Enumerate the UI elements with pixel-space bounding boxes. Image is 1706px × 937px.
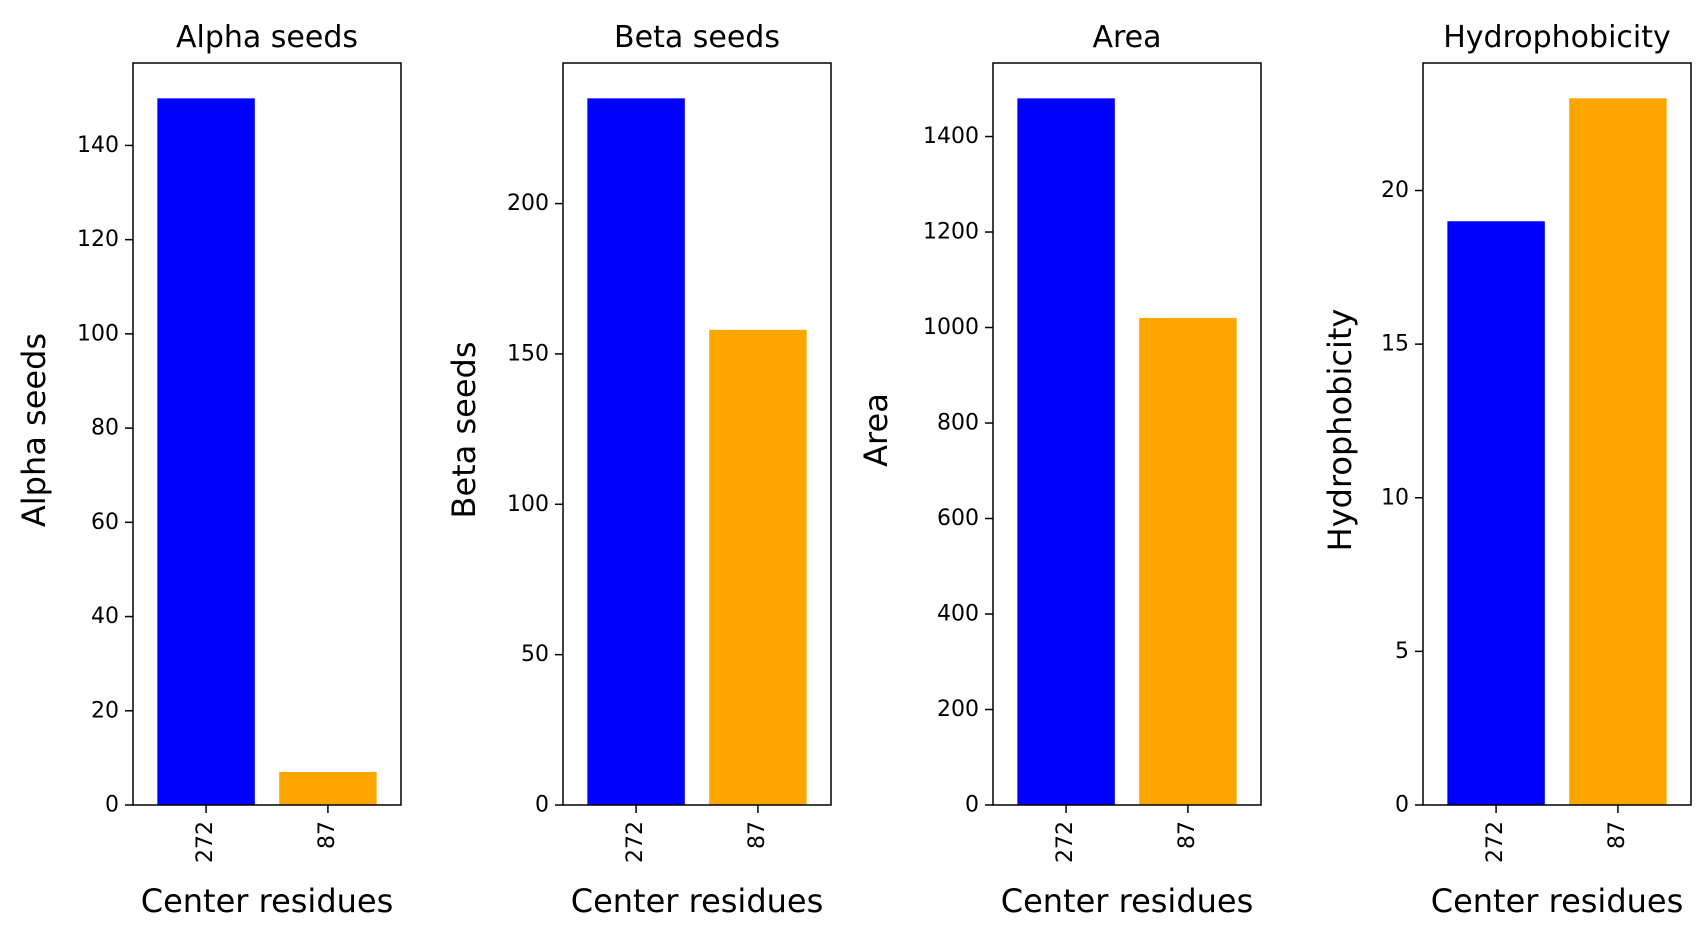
y-axis-label: Area bbox=[857, 393, 895, 467]
y-tick-label: 15 bbox=[1381, 332, 1409, 357]
y-tick-label: 50 bbox=[521, 642, 549, 667]
x-tick-label: 87 bbox=[1605, 821, 1630, 849]
bar-272 bbox=[1447, 221, 1545, 806]
bar-87 bbox=[279, 772, 377, 805]
y-tick-label: 80 bbox=[91, 416, 119, 441]
y-tick-label: 100 bbox=[507, 492, 549, 517]
y-tick-label: 40 bbox=[91, 604, 119, 629]
subplot-1: 272 87 0 20 40 60 80 100 120 140 Alpha seeds Center… bbox=[15, 20, 402, 920]
y-tick-label: 1000 bbox=[923, 315, 979, 340]
y-tick-label: 800 bbox=[937, 411, 979, 436]
y-axis-label: Beta seeds bbox=[445, 342, 483, 519]
x-axis-label: Center residues bbox=[1001, 882, 1254, 920]
x-tick-label: 87 bbox=[315, 821, 340, 849]
axes-frame bbox=[992, 62, 1262, 806]
y-tick-label: 1200 bbox=[923, 220, 979, 245]
y-tick-label: 1400 bbox=[923, 124, 979, 149]
chart-title: Beta seeds bbox=[614, 20, 780, 55]
x-axis-label: Center residues bbox=[141, 882, 394, 920]
y-axis-label: Alpha seeds bbox=[15, 333, 53, 527]
y-tick-label: 0 bbox=[535, 793, 549, 818]
bar-87 bbox=[1569, 98, 1667, 806]
y-tick-label: 5 bbox=[1395, 639, 1409, 664]
axes-frame bbox=[562, 62, 832, 806]
y-tick-label: 140 bbox=[77, 133, 119, 158]
bar-272 bbox=[157, 98, 255, 806]
subplot-3: 272 87 0 200 400 600 800 1000 1200 1400 Area Center… bbox=[857, 20, 1262, 920]
y-tick-label: 0 bbox=[965, 793, 979, 818]
x-tick-label: 87 bbox=[1175, 821, 1200, 849]
x-tick-label: 272 bbox=[1053, 821, 1078, 863]
bar-272 bbox=[1017, 98, 1115, 806]
y-tick-label: 200 bbox=[937, 697, 979, 722]
y-tick-label: 400 bbox=[937, 602, 979, 627]
y-tick-label: 10 bbox=[1381, 485, 1409, 510]
x-axis-label: Center residues bbox=[1431, 882, 1684, 920]
subplot-2: 272 87 0 50 100 150 200 Beta seeds Center residu… bbox=[445, 20, 832, 920]
y-tick-label: 150 bbox=[507, 341, 549, 366]
chart-title: Area bbox=[1092, 20, 1161, 55]
x-tick-label: 272 bbox=[193, 821, 218, 863]
axes-frame bbox=[1422, 62, 1692, 806]
y-tick-label: 200 bbox=[507, 191, 549, 216]
y-tick-label: 20 bbox=[91, 698, 119, 723]
y-tick-label: 600 bbox=[937, 506, 979, 531]
bar-272 bbox=[587, 98, 685, 806]
y-tick-label: 20 bbox=[1381, 178, 1409, 203]
chart-title: Hydrophobicity bbox=[1443, 20, 1671, 55]
y-tick-label: 60 bbox=[91, 510, 119, 535]
y-tick-label: 120 bbox=[77, 227, 119, 252]
bar-87 bbox=[1139, 317, 1237, 805]
y-tick-label: 0 bbox=[105, 793, 119, 818]
bar-87 bbox=[709, 329, 807, 805]
subplot-4: 272 87 0 5 10 15 20 Hydrophobicity Center residu… bbox=[1321, 20, 1692, 920]
x-axis-label: Center residues bbox=[571, 882, 824, 920]
x-tick-label: 272 bbox=[623, 821, 648, 863]
y-tick-label: 100 bbox=[77, 321, 119, 346]
x-tick-label: 87 bbox=[745, 821, 770, 849]
y-axis-label: Hydrophobicity bbox=[1321, 309, 1359, 552]
chart-title: Alpha seeds bbox=[176, 20, 358, 55]
x-tick-label: 272 bbox=[1483, 821, 1508, 863]
axes-frame bbox=[132, 62, 402, 806]
y-tick-label: 0 bbox=[1395, 793, 1409, 818]
